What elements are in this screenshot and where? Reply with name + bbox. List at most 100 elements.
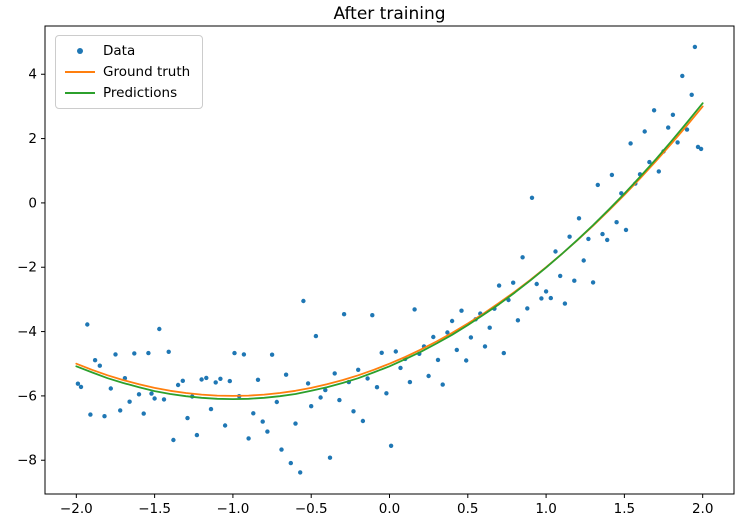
legend-label-data: Data <box>103 43 136 59</box>
data-point <box>356 367 361 372</box>
data-point <box>118 408 123 413</box>
data-point <box>656 169 661 174</box>
data-point <box>614 220 619 225</box>
data-point <box>97 363 103 368</box>
data-point <box>384 391 389 396</box>
data-point <box>605 237 610 243</box>
data-point <box>374 385 380 390</box>
data-point <box>227 378 232 384</box>
data-point <box>241 352 247 357</box>
data-point <box>692 44 698 50</box>
y-tick-label: −6 <box>17 388 37 404</box>
data-point <box>684 127 690 132</box>
data-point <box>464 358 469 363</box>
data-point <box>251 411 256 416</box>
data-point <box>689 92 694 98</box>
data-point <box>445 330 450 335</box>
data-point <box>454 347 459 353</box>
data-point <box>680 73 685 79</box>
chart-title: After training <box>333 4 446 24</box>
data-point <box>666 125 671 130</box>
data-point <box>482 344 488 349</box>
x-axis: −2.0 −1.5 −1.0 −0.5 0.0 0.5 1.0 1.5 2.0 <box>60 494 713 517</box>
ground-truth-line-marker-icon <box>65 63 95 81</box>
data-point <box>543 289 549 294</box>
data-point <box>365 376 370 381</box>
data-point <box>301 298 306 304</box>
data-point <box>529 195 535 200</box>
legend-item-data: Data <box>65 42 190 60</box>
x-tick-label: 0.5 <box>457 501 478 517</box>
data-point <box>185 415 190 421</box>
data-point <box>288 460 293 466</box>
x-tick-label: −1.5 <box>138 501 171 517</box>
data-point <box>651 108 657 113</box>
y-tick-label: 2 <box>28 131 37 147</box>
data-point <box>246 436 251 441</box>
data-point <box>435 357 441 363</box>
data-point <box>157 326 162 332</box>
scatter-series <box>75 44 704 475</box>
x-tick-label: 0.0 <box>379 501 400 517</box>
data-point <box>75 381 81 386</box>
data-point <box>146 350 151 356</box>
data-point <box>539 296 544 301</box>
predictions-line <box>75 102 704 400</box>
data-point <box>85 322 90 327</box>
data-point <box>431 334 436 340</box>
data-point <box>161 397 167 402</box>
legend-item-predictions: Predictions <box>65 84 190 102</box>
x-tick-label: 1.0 <box>535 501 556 517</box>
data-point <box>279 447 284 452</box>
predictions-line-marker-icon <box>65 84 95 102</box>
data-point <box>501 350 506 356</box>
data-point <box>337 397 342 403</box>
data-point <box>449 318 455 324</box>
data-point <box>260 419 265 424</box>
data-point <box>623 227 629 233</box>
legend-label-predictions: Predictions <box>103 85 178 101</box>
data-point <box>572 278 577 283</box>
data-point <box>293 421 298 426</box>
data-point <box>332 371 337 376</box>
y-tick-label: 0 <box>28 195 37 211</box>
data-point <box>313 333 319 339</box>
data-point <box>360 418 366 424</box>
data-point <box>318 395 323 400</box>
data-point <box>92 358 98 363</box>
data-point <box>496 283 502 288</box>
data-point <box>265 429 270 434</box>
data-point <box>222 423 228 428</box>
data-point <box>628 141 633 146</box>
data-point <box>670 112 676 118</box>
data-point <box>78 384 84 390</box>
data-point <box>487 325 492 330</box>
data-point <box>175 382 181 388</box>
legend: Data Ground truth Predictions <box>55 35 204 109</box>
data-point <box>558 273 563 279</box>
y-tick-label: −4 <box>17 324 37 340</box>
data-point <box>412 307 417 312</box>
data-point <box>609 172 615 178</box>
data-point <box>675 140 680 145</box>
data-point <box>440 382 445 387</box>
data-point <box>149 391 154 396</box>
data-point <box>468 335 474 340</box>
x-tick-label: −2.0 <box>60 501 93 517</box>
data-point <box>534 281 539 287</box>
legend-label-ground-truth: Ground truth <box>103 64 191 80</box>
data-point <box>426 373 431 379</box>
data-point <box>166 349 171 354</box>
data-point <box>525 306 530 311</box>
y-tick-label: 4 <box>28 67 37 83</box>
x-tick-label: 1.5 <box>614 501 635 517</box>
data-point <box>309 404 314 409</box>
data-point <box>567 234 572 239</box>
data-point <box>548 295 553 301</box>
y-tick-label: −2 <box>17 260 37 276</box>
data-point <box>199 377 204 382</box>
data-point <box>553 249 558 254</box>
y-tick-label: −8 <box>17 453 37 469</box>
data-point <box>274 399 279 405</box>
